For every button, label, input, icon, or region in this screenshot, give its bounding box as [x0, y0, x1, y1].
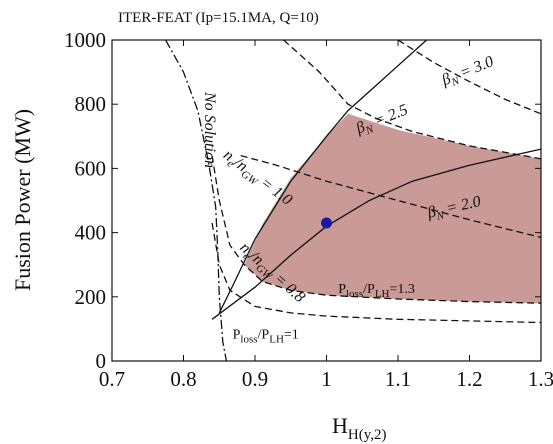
curve-beta-n-2.5	[283, 40, 541, 160]
y-tick-label: 200	[75, 285, 107, 309]
y-tick-label: 400	[75, 221, 107, 245]
annotation-ngw1: ne/nGW = 1.0	[218, 146, 295, 211]
operating-region	[244, 113, 541, 304]
x-axis-title-sub: H(y,2)	[348, 427, 387, 443]
curve-p-loss-1	[211, 222, 541, 324]
curve-n-ngw-1.0	[218, 40, 428, 314]
y-tick-label: 800	[75, 92, 107, 116]
y-axis-title: Fusion Power (MW)	[10, 109, 35, 291]
curve-p-loss-1.3	[211, 155, 541, 304]
x-tick-label: 0.7	[99, 367, 125, 391]
x-tick-label: 1.3	[528, 367, 553, 391]
curve-beta-n-3.0	[397, 40, 541, 115]
chart-title: ITER-FEAT (Ip=15.1MA, Q=10)	[118, 10, 319, 26]
x-tick-label: 1.1	[385, 367, 411, 391]
curve-beta-n-2.0	[240, 154, 541, 239]
annotation-ploss1: Ploss/PLH=1	[233, 328, 299, 346]
x-tick-label: 0.8	[170, 367, 196, 391]
y-tick-label: 600	[75, 156, 107, 180]
x-axis-title-main: H	[332, 413, 348, 438]
annotation-nosol: No Solution	[201, 91, 218, 168]
y-tick-label: 1000	[64, 28, 106, 52]
x-tick-label: 1.2	[456, 367, 482, 391]
annotation-beta3: βN = 3.0	[439, 53, 498, 92]
plot-area: 0.7 0.8 0.9 1 1.1 1.2 1.3 0 200 400 600 800 1000 βN =…	[64, 28, 553, 391]
annotation-ploss13: Ploss/PLH=1.3	[338, 282, 415, 300]
operating-point	[321, 217, 332, 229]
x-axis-title: HH(y,2)	[332, 413, 387, 443]
curve-n-ngw-0.8	[211, 148, 541, 320]
curve-no-solution-boundary	[165, 40, 228, 361]
y-tick-label: 0	[96, 349, 107, 373]
x-tick-label: 0.9	[242, 367, 268, 391]
x-tick-label: 1	[321, 367, 332, 391]
